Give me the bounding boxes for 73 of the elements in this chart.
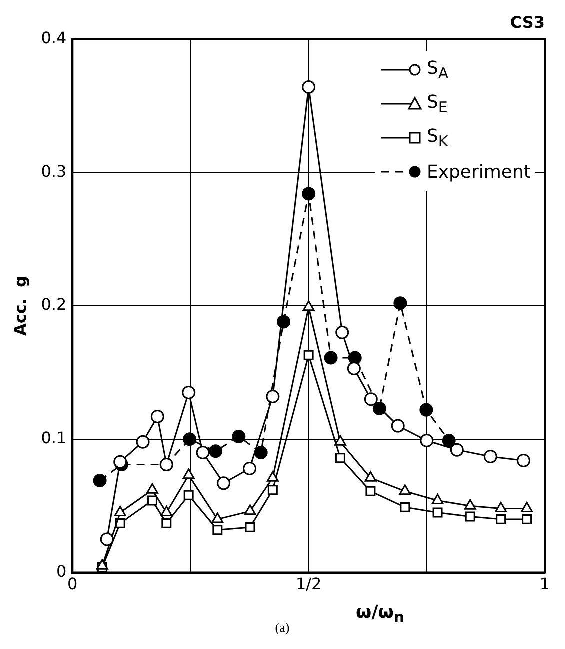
x-tick-label: 1 bbox=[540, 574, 550, 594]
point bbox=[182, 468, 195, 480]
point bbox=[96, 559, 108, 570]
point bbox=[243, 462, 257, 476]
point bbox=[336, 326, 350, 340]
point bbox=[366, 486, 376, 496]
point bbox=[399, 484, 412, 496]
point bbox=[209, 444, 223, 458]
text: (a) bbox=[275, 620, 290, 635]
legend-label: S$_{K}$ bbox=[426, 126, 448, 150]
point bbox=[114, 506, 126, 517]
point bbox=[442, 434, 456, 448]
point bbox=[420, 434, 434, 448]
y-tick-label: 0.1 bbox=[41, 428, 67, 448]
point bbox=[496, 514, 506, 524]
point bbox=[432, 494, 444, 505]
point bbox=[347, 362, 361, 376]
legend-label: S$_{E}$ bbox=[426, 92, 448, 116]
point bbox=[450, 443, 464, 457]
point bbox=[100, 532, 114, 546]
point bbox=[245, 522, 256, 532]
point bbox=[521, 502, 533, 513]
point bbox=[324, 351, 338, 365]
legend-label: Experiment bbox=[426, 162, 531, 183]
x-axis-title: ω/ω$_{n}$ bbox=[356, 602, 405, 627]
point bbox=[232, 430, 246, 444]
point bbox=[516, 454, 530, 468]
y-tick-label: 0.2 bbox=[41, 295, 67, 314]
y-tick-label: 0.3 bbox=[41, 162, 67, 181]
point bbox=[302, 187, 316, 201]
point bbox=[334, 435, 346, 446]
point bbox=[484, 450, 498, 464]
point bbox=[394, 296, 408, 310]
point bbox=[184, 490, 194, 500]
point bbox=[146, 483, 158, 494]
point bbox=[212, 512, 224, 524]
x-tick-label: 1/2 bbox=[296, 574, 322, 594]
point bbox=[268, 485, 278, 496]
point bbox=[93, 474, 107, 488]
point bbox=[364, 392, 378, 406]
point bbox=[244, 504, 256, 516]
point bbox=[302, 300, 315, 312]
point bbox=[147, 496, 158, 506]
point bbox=[522, 514, 532, 524]
point bbox=[183, 432, 197, 446]
y-tick-label: 0.4 bbox=[41, 28, 67, 48]
point bbox=[160, 506, 173, 517]
point bbox=[420, 403, 434, 417]
point bbox=[212, 525, 223, 536]
point bbox=[304, 350, 314, 360]
point bbox=[217, 476, 231, 490]
point bbox=[266, 471, 279, 482]
point bbox=[391, 419, 405, 433]
point bbox=[266, 390, 280, 404]
point bbox=[495, 502, 508, 513]
point bbox=[196, 446, 210, 460]
point bbox=[150, 410, 164, 424]
point bbox=[302, 80, 316, 94]
chart-title: CS3 bbox=[510, 12, 545, 32]
point bbox=[114, 455, 128, 469]
point bbox=[465, 512, 476, 522]
point bbox=[364, 471, 377, 482]
point bbox=[182, 386, 196, 400]
y-axis-title: Acc. g bbox=[10, 276, 30, 336]
point bbox=[162, 518, 172, 528]
legend-label: S$_{A}$ bbox=[426, 58, 449, 82]
point bbox=[136, 435, 150, 449]
point bbox=[432, 508, 443, 518]
point bbox=[400, 502, 410, 512]
y-tick-label: 0 bbox=[56, 562, 67, 581]
point bbox=[464, 499, 476, 510]
point bbox=[254, 446, 268, 460]
point bbox=[335, 453, 346, 464]
